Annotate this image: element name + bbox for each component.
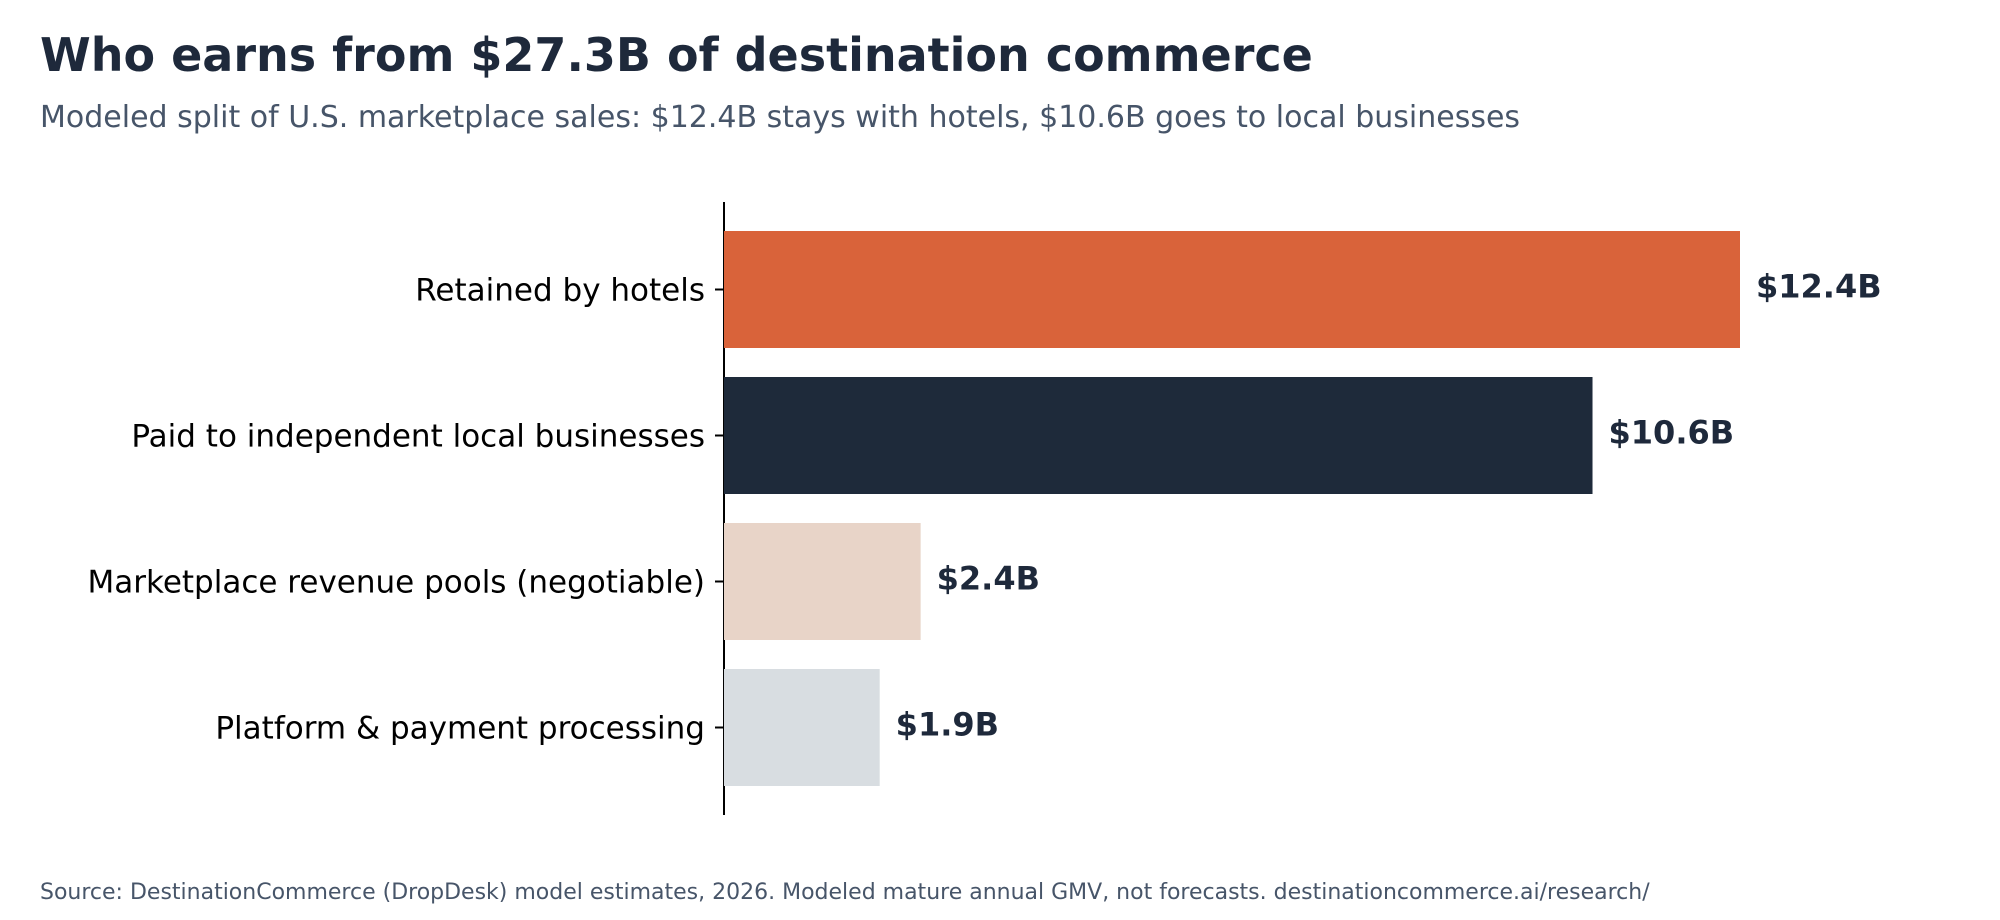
bar — [724, 231, 1740, 348]
bar — [724, 377, 1593, 494]
value-label: $1.9B — [896, 706, 999, 744]
chart-title: Who earns from $27.3B of destination com… — [40, 28, 1313, 82]
bars-layer: Retained by hotels $12.4B Paid to independ… — [87, 231, 1882, 786]
category-label: Marketplace revenue pools (negotiable) — [87, 565, 705, 601]
bar-chart: Retained by hotels $12.4B Paid to independ… — [87, 202, 1882, 815]
value-label: $10.6B — [1609, 414, 1735, 452]
bar — [724, 669, 880, 786]
chart-subtitle: Modeled split of U.S. marketplace sales:… — [40, 100, 1521, 135]
value-label: $2.4B — [937, 560, 1040, 598]
value-label: $12.4B — [1756, 268, 1882, 306]
category-label: Platform & payment processing — [215, 711, 705, 747]
chart-source: Source: DestinationCommerce (DropDesk) m… — [40, 880, 1650, 905]
category-label: Retained by hotels — [415, 273, 705, 309]
category-label: Paid to independent local businesses — [131, 419, 705, 455]
bar — [724, 523, 921, 640]
